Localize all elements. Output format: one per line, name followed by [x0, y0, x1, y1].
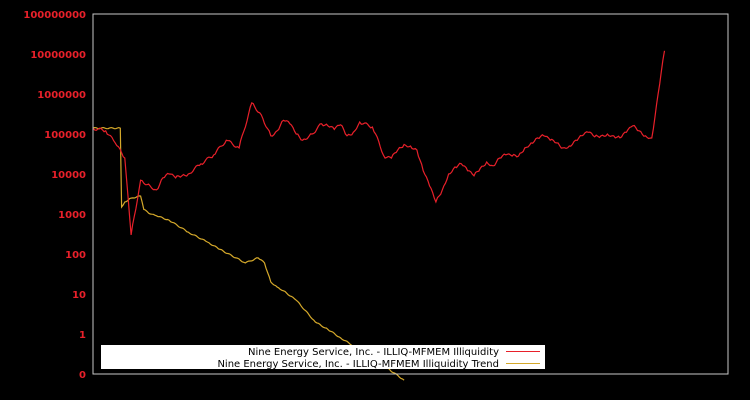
legend: Nine Energy Service, Inc. - ILLIQ-MFMEM …	[101, 345, 545, 370]
legend-box	[101, 345, 545, 369]
y-tick-label: 10	[72, 290, 86, 301]
y-tick-label: 1000	[58, 210, 86, 221]
y-tick-label: 10000000	[30, 50, 86, 61]
y-tick-label: 100000	[44, 130, 86, 141]
illiquidity-line	[93, 50, 666, 235]
chart-lines	[93, 50, 666, 381]
plot-frame	[92, 13, 729, 375]
y-axis-ticks: 1000000001000000010000001000001000010001…	[23, 10, 86, 381]
y-tick-label: 10000	[51, 170, 86, 181]
y-tick-label: 100	[65, 250, 86, 261]
y-tick-label: 1	[79, 330, 86, 341]
illiquidity-trend-line	[93, 126, 405, 381]
legend-label-trend: Nine Energy Service, Inc. - ILLIQ-MFMEM …	[217, 359, 499, 370]
y-tick-label: 1000000	[37, 90, 86, 101]
legend-label-illiquidity: Nine Energy Service, Inc. - ILLIQ-MFMEM …	[248, 347, 499, 358]
y-tick-label: 0	[79, 370, 86, 381]
y-tick-label: 100000000	[23, 10, 86, 21]
